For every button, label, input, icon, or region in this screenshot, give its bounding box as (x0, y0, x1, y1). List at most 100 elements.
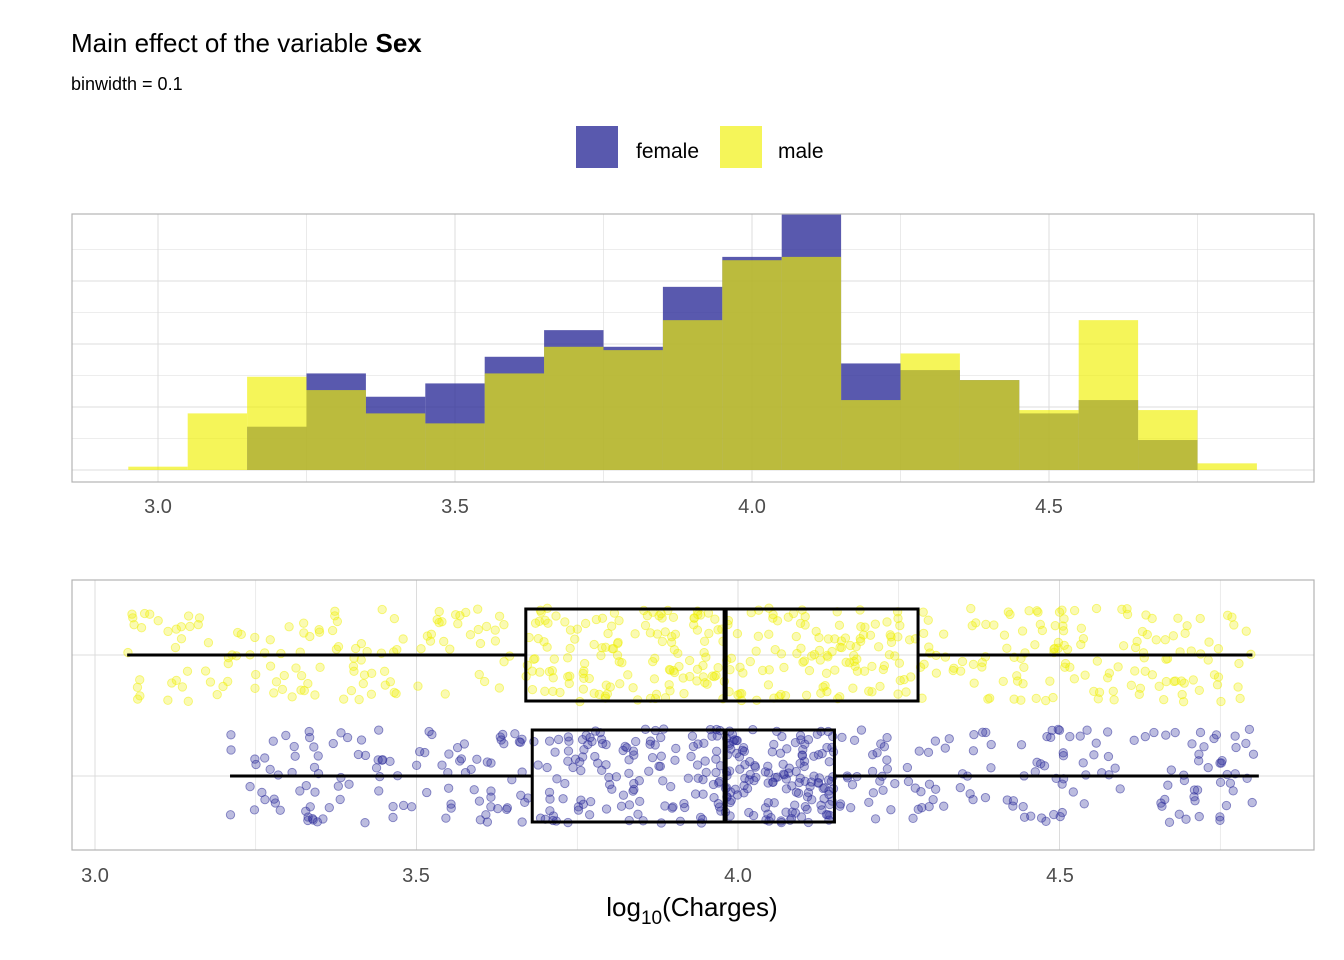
hist-bar-male (1197, 463, 1257, 470)
jitter-point-female (777, 731, 787, 742)
jitter-point-female (647, 752, 658, 763)
jitter-point-female (634, 776, 644, 786)
jitter-point-female (734, 752, 745, 762)
jitter-point-female (928, 795, 938, 805)
box-tick-label: 4.0 (724, 865, 752, 887)
jitter-point-female (1231, 742, 1241, 753)
jitter-point-female (422, 787, 432, 798)
jitter-point-male (296, 685, 306, 695)
jitter-point-female (374, 786, 384, 796)
jitter-point-male (901, 687, 911, 697)
jitter-point-female (469, 785, 479, 795)
jitter-point-male (713, 663, 723, 673)
jitter-point-female (1149, 727, 1159, 738)
jitter-point-male (265, 635, 275, 645)
jitter-point-female (305, 802, 315, 812)
jitter-point-female (1110, 763, 1120, 773)
jitter-point-female (1065, 731, 1075, 742)
jitter-point-male (1141, 610, 1151, 620)
jitter-point-female (670, 755, 680, 765)
jitter-point-male (490, 636, 501, 646)
jitter-point-female (802, 804, 812, 815)
jitter-point-male (830, 665, 840, 675)
legend: female male (576, 126, 824, 168)
jitter-point-female (597, 765, 607, 775)
jitter-point-male (1058, 621, 1068, 631)
jitter-point-male (1017, 626, 1028, 636)
jitter-point-male (630, 629, 640, 639)
jitter-point-female (1082, 725, 1092, 735)
jitter-point-female (544, 787, 555, 797)
jitter-point-male (615, 679, 625, 689)
jitter-point-female (882, 732, 892, 743)
jitter-point-female (903, 776, 914, 787)
jitter-point-male (534, 616, 544, 626)
jitter-point-female (579, 745, 589, 755)
jitter-point-female (763, 809, 773, 819)
legend-key-male (720, 126, 762, 168)
jitter-point-male (473, 604, 483, 614)
jitter-point-female (699, 738, 709, 748)
jitter-point-male (753, 631, 764, 641)
jitter-point-male (233, 627, 243, 638)
jitter-point-female (611, 772, 622, 782)
jitter-point-male (1151, 635, 1161, 645)
jitter-point-female (878, 785, 888, 795)
hist-bar-male (722, 260, 782, 470)
jitter-point-male (1059, 614, 1069, 624)
jitter-point-male (1069, 674, 1080, 684)
jitter-point-male (597, 643, 607, 653)
jitter-point-male (1080, 670, 1090, 680)
jitter-point-male (1159, 694, 1169, 705)
jitter-point-female (295, 786, 305, 796)
jitter-point-female (563, 756, 573, 766)
jitter-point-female (275, 805, 285, 815)
jitter-point-male (250, 632, 260, 643)
jitter-point-male (665, 665, 675, 675)
jitter-point-male (589, 688, 599, 698)
jitter-point-male (543, 618, 553, 628)
jitter-point-male (555, 687, 565, 698)
jitter-point-male (163, 626, 173, 637)
hist-bar-male (365, 413, 426, 470)
jitter-point-male (713, 625, 723, 635)
histogram-panel-border (71, 213, 1315, 483)
jitter-point-male (333, 642, 344, 652)
jitter-point-female (730, 784, 741, 794)
histogram-x-ticks: 3.0 3.5 4.0 4.5 (144, 496, 1063, 518)
boxplot-panel: 3.0 3.5 4.0 4.5 log10(Charges) (71, 579, 1315, 929)
jitter-point-female (819, 794, 829, 804)
jitter-point-male (1050, 621, 1060, 631)
jitter-point-female (1041, 816, 1051, 826)
jitter-point-female (660, 801, 670, 811)
jitter-point-male (265, 661, 276, 671)
jitter-point-female (324, 802, 334, 813)
jitter-point-female (944, 734, 954, 744)
legend-label-female: female (636, 140, 699, 163)
jitter-point-male (551, 611, 561, 621)
jitter-point-female (778, 759, 788, 769)
jitter-point-female (968, 794, 978, 805)
jitter-point-male (870, 619, 880, 629)
jitter-point-female (955, 782, 965, 793)
jitter-point-male (851, 642, 861, 652)
jitter-point-female (281, 730, 291, 741)
jitter-point-male (479, 676, 490, 687)
jitter-point-female (796, 735, 806, 745)
jitter-point-male (1134, 689, 1144, 700)
jitter-point-male (1173, 613, 1183, 623)
jitter-point-female (1170, 727, 1180, 738)
hist-bar-male (247, 376, 307, 470)
jitter-point-male (701, 652, 711, 662)
jitter-point-male (602, 689, 613, 699)
jitter-point-female (763, 778, 773, 788)
jitter-point-female (226, 745, 236, 755)
jitter-point-male (763, 680, 774, 690)
jitter-point-female (739, 788, 749, 798)
jitter-point-male (1108, 686, 1118, 696)
jitter-point-male (1161, 676, 1171, 687)
jitter-point-female (1194, 811, 1204, 822)
box-female (530, 728, 836, 824)
jitter-point-female (499, 739, 509, 749)
jitter-point-male (339, 694, 349, 704)
